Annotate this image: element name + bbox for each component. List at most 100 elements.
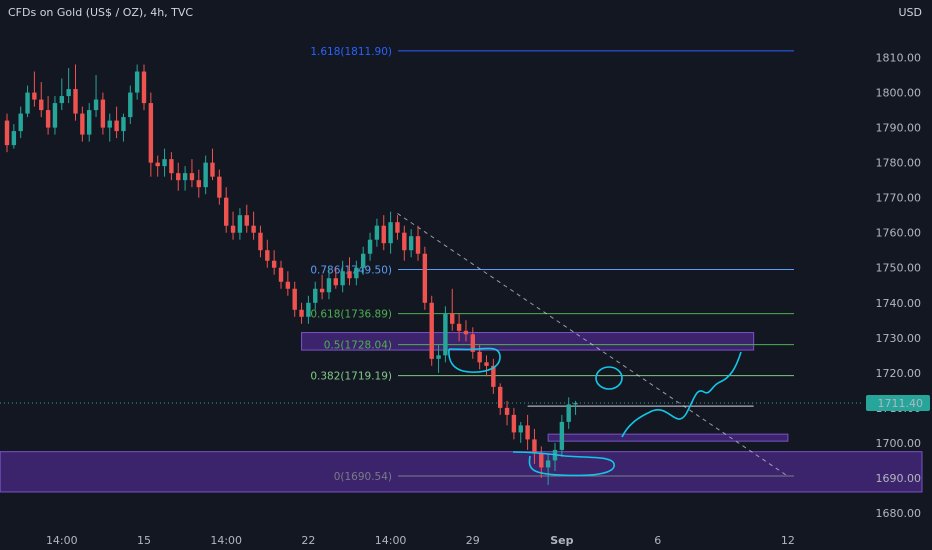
candle-body — [463, 330, 469, 335]
candle-body — [230, 225, 236, 233]
candle — [39, 82, 44, 118]
candle — [415, 225, 421, 261]
candle — [504, 400, 510, 426]
candle — [374, 218, 380, 247]
candle-body — [518, 425, 523, 433]
candle-body — [429, 302, 434, 359]
y-tick-label: 1680.00 — [876, 507, 922, 520]
x-tick-label: Sep — [550, 534, 573, 547]
candle — [18, 106, 23, 139]
candle-body — [539, 453, 544, 468]
y-tick-label: 1770.00 — [876, 192, 922, 205]
candle — [121, 113, 126, 142]
candle-body — [114, 120, 119, 132]
candle — [210, 148, 215, 181]
candle — [285, 271, 291, 296]
candle-body — [498, 386, 503, 408]
currency-label: USD — [898, 6, 922, 19]
upper-zone — [301, 332, 755, 351]
candle-body — [395, 222, 400, 233]
x-tick-label: 14:00 — [46, 534, 78, 547]
candle — [271, 250, 277, 275]
candle — [436, 344, 441, 373]
candle-body — [25, 92, 30, 114]
candle-body — [237, 215, 243, 233]
candle — [73, 64, 78, 121]
candle-body — [217, 176, 222, 198]
candle-body — [196, 180, 201, 188]
candle-body — [93, 99, 99, 111]
candle-body — [443, 313, 448, 356]
candle — [450, 288, 455, 331]
candle — [217, 169, 222, 205]
candle-body — [265, 250, 270, 261]
candle-body — [319, 288, 325, 293]
candle-body — [258, 232, 263, 251]
candle — [176, 162, 181, 191]
candle — [25, 85, 30, 118]
candle-body — [285, 281, 291, 289]
candle — [203, 155, 208, 195]
candle — [182, 166, 188, 191]
candle — [265, 239, 270, 268]
candle-body — [361, 253, 366, 268]
candle — [525, 414, 530, 450]
candle — [59, 78, 64, 111]
y-tick-label: 1700.00 — [876, 437, 922, 450]
candle — [87, 103, 92, 142]
candle — [347, 257, 352, 286]
candle — [463, 320, 469, 342]
candle-body — [306, 302, 311, 317]
candle — [367, 232, 373, 261]
candle — [230, 211, 236, 240]
candle — [80, 106, 85, 142]
candle — [319, 274, 325, 300]
candle — [11, 124, 17, 149]
candle — [443, 306, 448, 363]
candle — [114, 106, 119, 139]
candle — [573, 400, 578, 415]
price-tag-bg — [866, 394, 930, 411]
candle — [134, 64, 140, 100]
fib-label-0.618: 0.618(1736.89) — [310, 309, 392, 321]
candle — [155, 155, 160, 177]
candle-body — [340, 271, 345, 286]
x-tick-label: 12 — [781, 534, 795, 547]
x-tick-label: 22 — [301, 534, 315, 547]
chart-title: CFDs on Gold (US$ / OZ), 4h, TVC — [8, 6, 194, 19]
candle — [395, 215, 400, 240]
candle-body — [374, 225, 380, 240]
candle-body — [162, 159, 167, 167]
candle — [326, 267, 332, 300]
candle-body — [107, 120, 112, 128]
candle-body — [511, 414, 517, 433]
candle — [93, 75, 99, 118]
candle-body — [87, 110, 92, 135]
candle-body — [73, 89, 78, 114]
highlight-circle-bottom — [512, 451, 615, 477]
candle-body — [141, 71, 147, 104]
candle — [258, 225, 263, 258]
candle-body — [100, 99, 106, 128]
candle — [4, 113, 10, 153]
candle — [388, 211, 393, 254]
candle-body — [18, 113, 23, 132]
fib-label-0.382: 0.382(1719.19) — [310, 371, 392, 383]
candle — [518, 421, 523, 443]
y-tick-label: 1800.00 — [876, 87, 922, 100]
axes-layer: 1680.001690.001700.001710.001720.001730.… — [46, 52, 930, 547]
y-tick-label: 1750.00 — [876, 262, 922, 275]
y-tick-label: 1780.00 — [876, 157, 922, 170]
candle-body — [299, 309, 304, 317]
candle — [251, 211, 256, 240]
candle-body — [11, 131, 17, 146]
candle — [340, 260, 345, 293]
candle-body — [148, 103, 154, 163]
candle-body — [484, 362, 489, 366]
candle-body — [367, 239, 373, 254]
x-tick-label: 29 — [466, 534, 480, 547]
candle — [566, 397, 571, 429]
candle — [511, 407, 517, 440]
candle-body — [347, 271, 352, 279]
